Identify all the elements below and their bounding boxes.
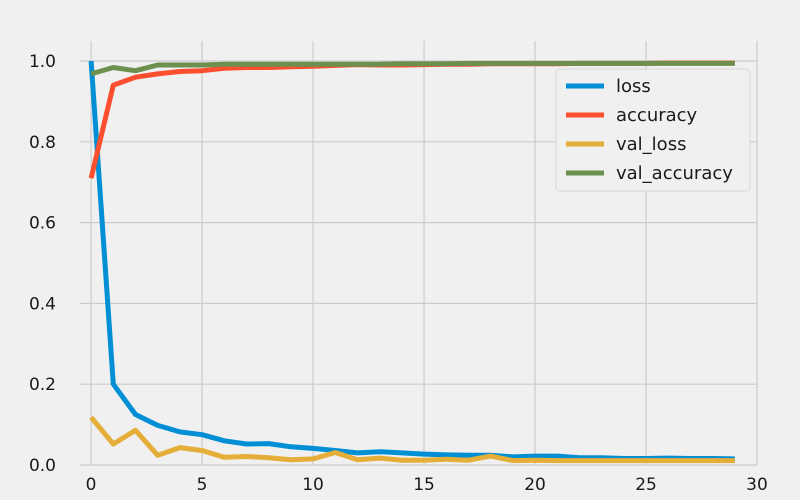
y-tick-label: 0.2 — [29, 375, 56, 395]
x-tick-label: 25 — [635, 475, 657, 495]
series-line-val-accuracy — [90, 60, 735, 77]
legend-label-accuracy: accuracy — [616, 105, 698, 126]
legend-label-val-loss: val_loss — [616, 134, 686, 155]
y-axis-tick-labels: 0.0 0.2 0.4 0.6 0.8 1.0 — [29, 52, 56, 476]
x-tick-label: 10 — [302, 475, 324, 495]
legend-label-loss: loss — [616, 76, 651, 97]
x-axis-tick-labels: 0 5 10 15 20 25 30 — [86, 475, 768, 495]
legend-box — [555, 68, 751, 192]
x-tick-label: 0 — [86, 475, 97, 495]
y-tick-label: 1.0 — [29, 52, 56, 72]
x-gridlines — [90, 41, 758, 465]
x-tick-label: 5 — [197, 475, 208, 495]
y-tick-label: 0.0 — [29, 456, 56, 476]
series-lines — [88, 60, 735, 464]
x-tick-label: 20 — [524, 475, 546, 495]
x-tick-label: 15 — [413, 475, 435, 495]
series-line-val-loss — [89, 415, 735, 464]
y-tick-label: 0.6 — [29, 214, 56, 234]
y-tick-label: 0.4 — [29, 294, 56, 314]
y-tick-label: 0.8 — [29, 133, 56, 153]
legend-label-val-accuracy: val_accuracy — [616, 163, 733, 184]
legend: loss accuracy val_loss val_accuracy — [555, 68, 751, 192]
x-tick-label: 30 — [746, 475, 768, 495]
